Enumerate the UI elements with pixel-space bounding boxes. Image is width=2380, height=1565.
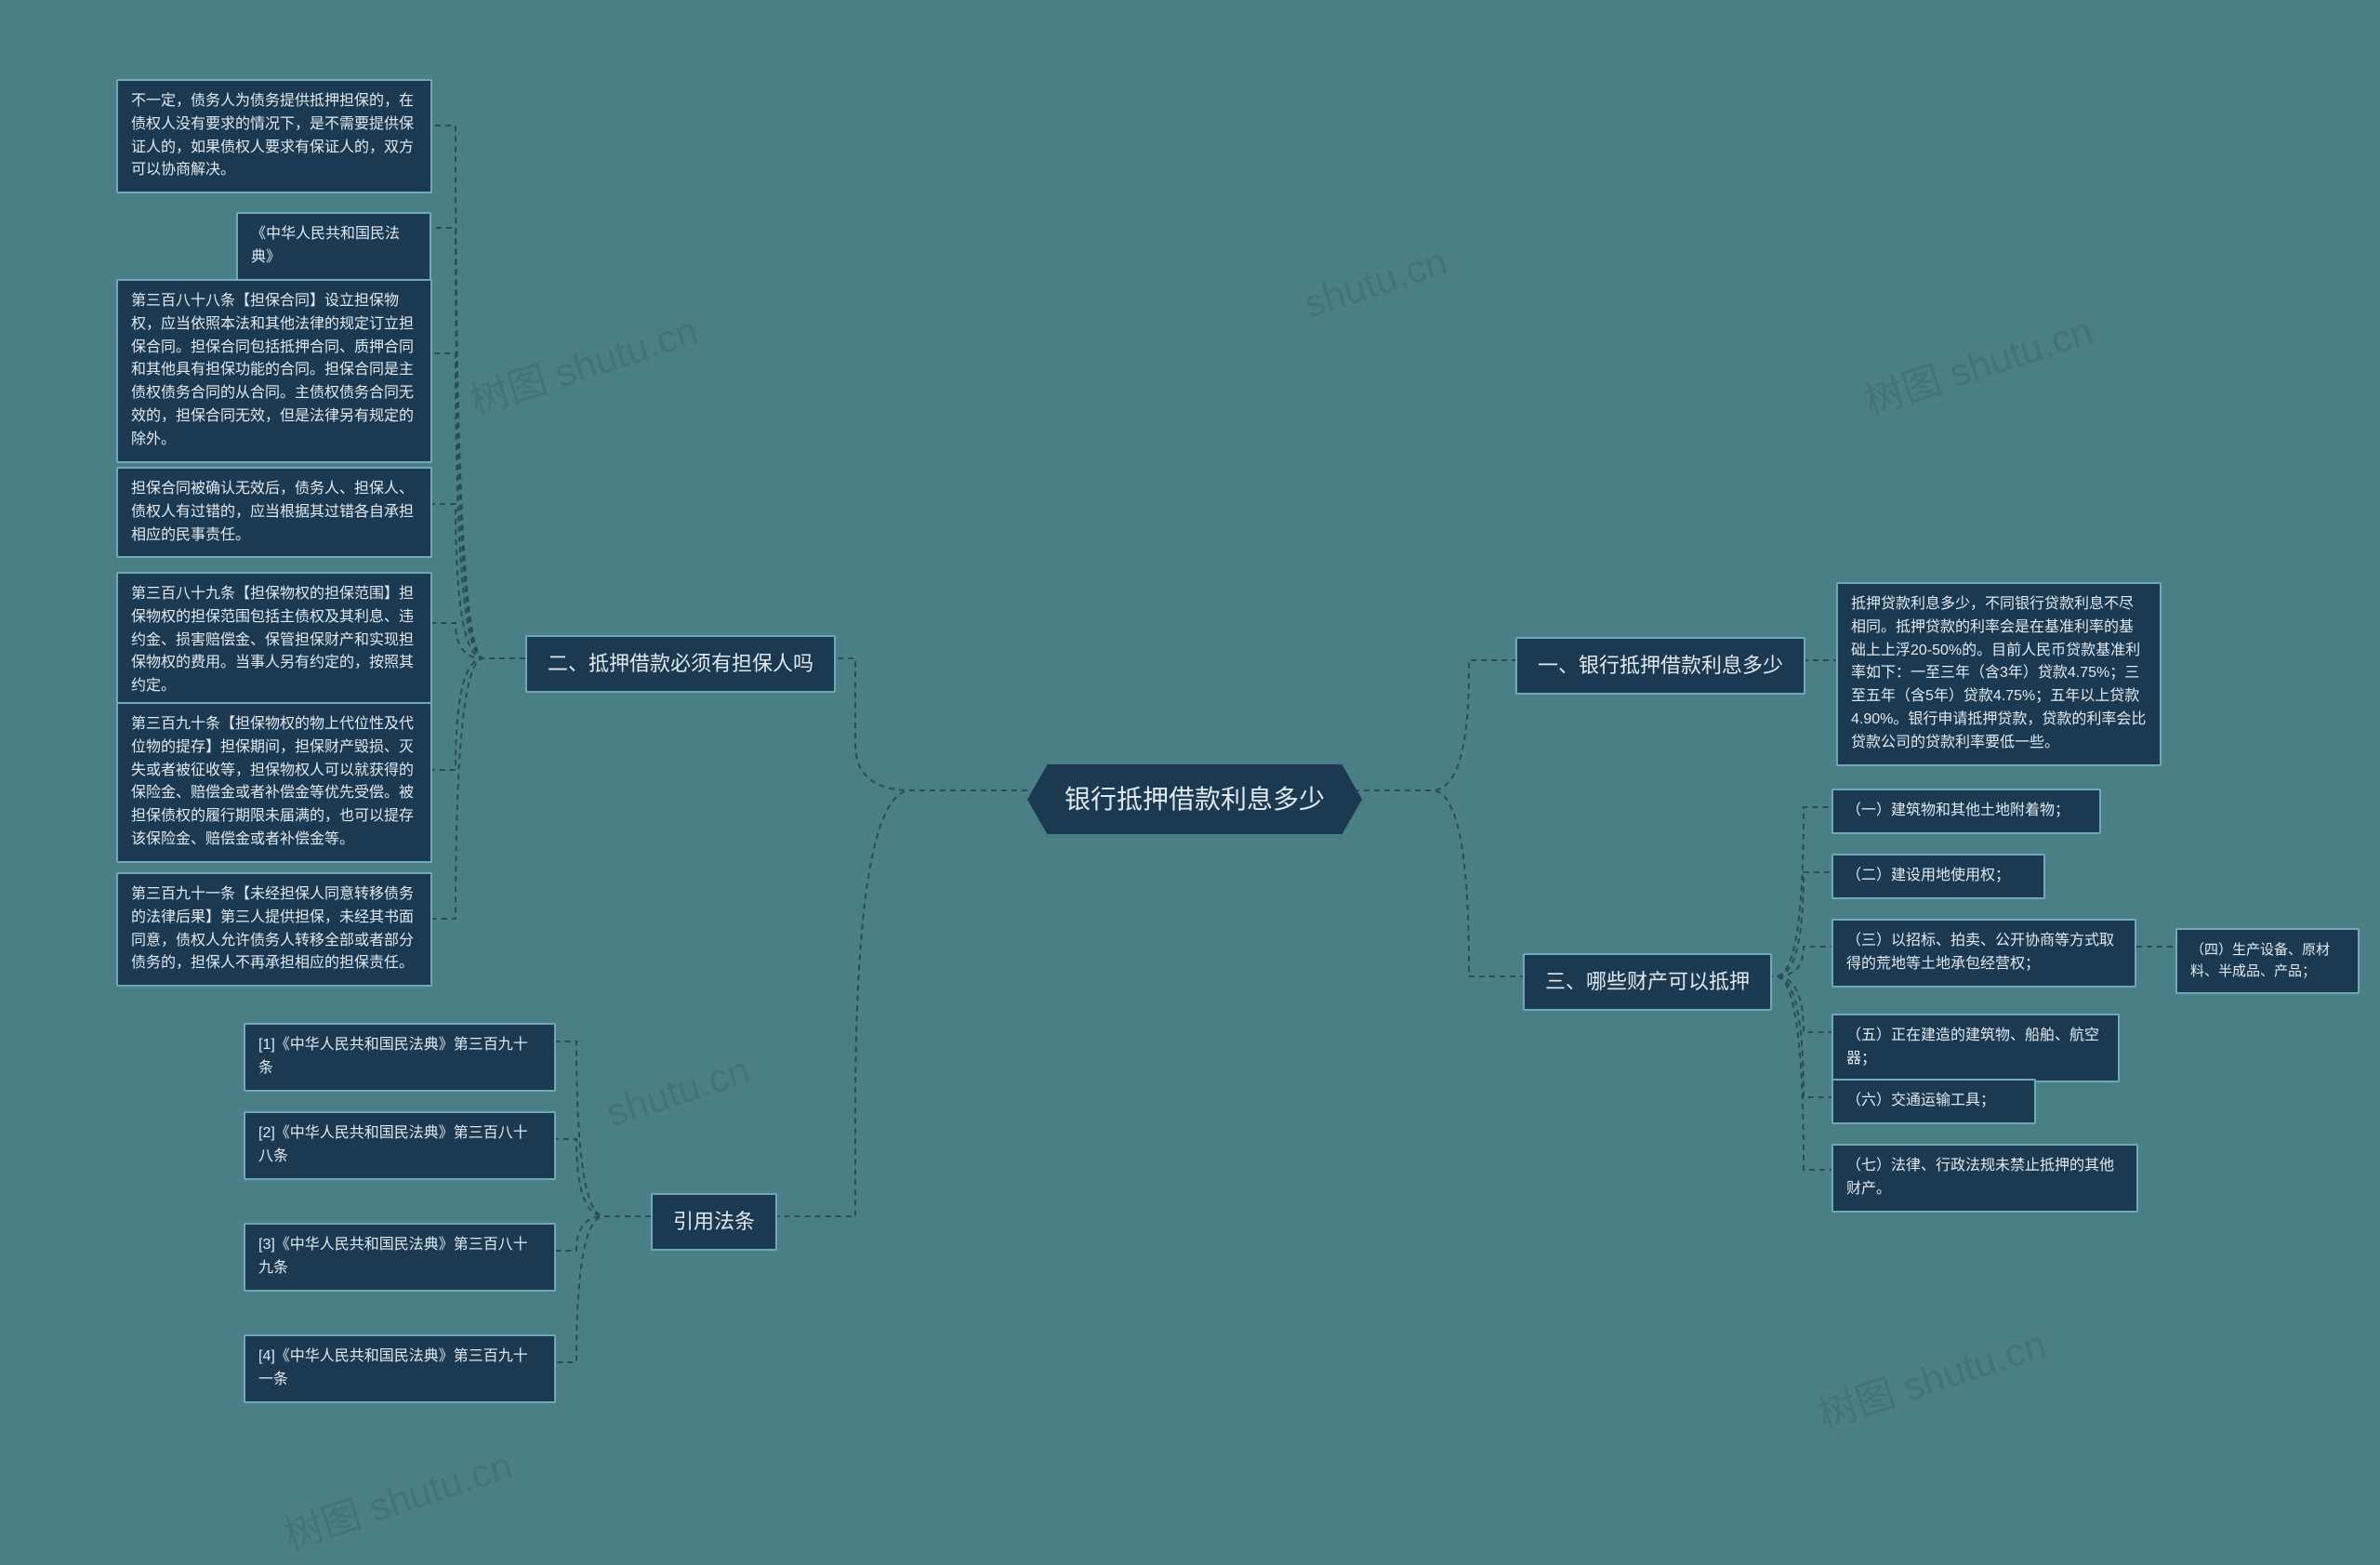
b3-leaf-7: （七）法律、行政法规未禁止抵押的其他财产。 — [1831, 1144, 2138, 1213]
b3-leaf-3: （三）以招标、拍卖、公开协商等方式取得的荒地等土地承包经营权； — [1831, 919, 2136, 988]
b2-leaf-1: 不一定，债务人为债务提供抵押担保的，在债权人没有要求的情况下，是不需要提供保证人… — [116, 79, 432, 193]
watermark: 树图 shutu.cn — [462, 299, 705, 427]
branch-2: 二、抵押借款必须有担保人吗 — [525, 635, 836, 693]
branch-1: 一、银行抵押借款利息多少 — [1515, 637, 1805, 695]
b4-leaf-4: [4]《中华人民共和国民法典》第三百九十一条 — [244, 1334, 556, 1403]
b3-leaf-2: （二）建设用地使用权； — [1831, 854, 2045, 899]
watermark: 树图 shutu.cn — [276, 1434, 519, 1561]
b4-leaf-3: [3]《中华人民共和国民法典》第三百八十九条 — [244, 1223, 556, 1292]
center-node: 银行抵押借款利息多少 — [1027, 764, 1362, 834]
b4-leaf-2: [2]《中华人民共和国民法典》第三百八十八条 — [244, 1111, 556, 1180]
watermark: shutu.cn — [601, 1048, 755, 1136]
watermark: 树图 shutu.cn — [1810, 1313, 2053, 1440]
b2-leaf-6: 第三百九十条【担保物权的物上代位性及代位物的提存】担保期间，担保财产毁损、灭失或… — [116, 702, 432, 863]
watermark: shutu.cn — [1298, 239, 1452, 327]
b1-leaf-1: 抵押贷款利息多少，不同银行贷款利息不尽相同。抵押贷款的利率会是在基准利率的基础上… — [1836, 582, 2162, 766]
branch-4: 引用法条 — [651, 1193, 777, 1251]
b2-leaf-2: 《中华人民共和国民法典》 — [236, 212, 431, 281]
b2-leaf-3: 第三百八十八条【担保合同】设立担保物权，应当依照本法和其他法律的规定订立担保合同… — [116, 279, 432, 463]
b3-leaf-6: （六）交通运输工具； — [1831, 1079, 2036, 1124]
b3-leaf-5: （五）正在建造的建筑物、船舶、航空器； — [1831, 1014, 2120, 1082]
b2-leaf-7: 第三百九十一条【未经担保人同意转移债务的法律后果】第三人提供担保，未经其书面同意… — [116, 872, 432, 987]
branch-3: 三、哪些财产可以抵押 — [1523, 953, 1772, 1011]
watermark: 树图 shutu.cn — [1857, 299, 2099, 427]
b3-leaf-1: （一）建筑物和其他土地附着物； — [1831, 789, 2101, 834]
b4-leaf-1: [1]《中华人民共和国民法典》第三百九十条 — [244, 1023, 556, 1092]
b2-leaf-5: 第三百八十九条【担保物权的担保范围】担保物权的担保范围包括主债权及其利息、违约金… — [116, 572, 432, 710]
b2-leaf-4: 担保合同被确认无效后，债务人、担保人、债权人有过错的，应当根据其过错各自承担相应… — [116, 467, 432, 558]
b3-leaf-4: （四）生产设备、原材料、半成品、产品； — [2175, 928, 2360, 994]
